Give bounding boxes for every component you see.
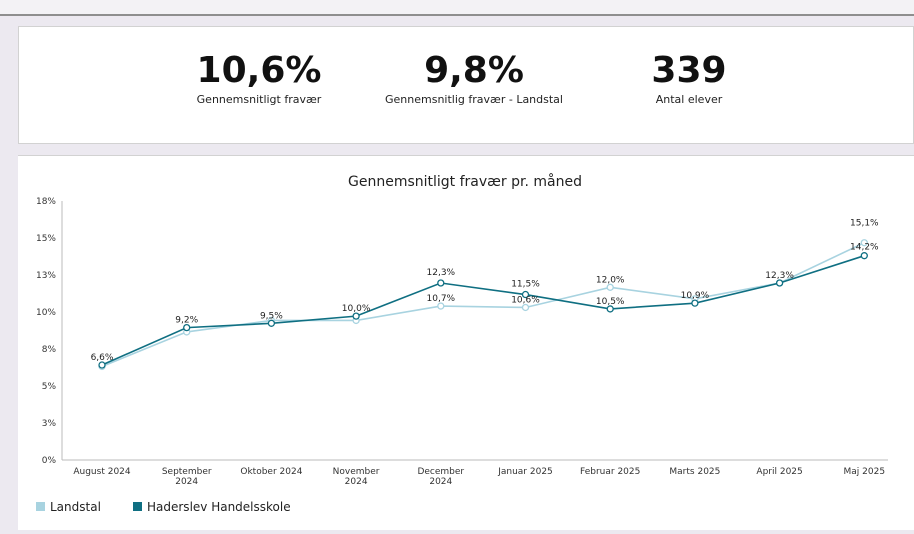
data-point xyxy=(606,283,614,291)
x-tick-label: Maj 2025 xyxy=(844,467,886,477)
y-tick-label: 3% xyxy=(42,419,57,429)
data-label: 12,3% xyxy=(765,271,794,281)
kpi-label: Gennemsnitlig fravær - Landstal xyxy=(385,93,563,106)
data-label: 9,2% xyxy=(175,316,198,326)
series-line-haderslev xyxy=(101,254,865,366)
data-label: 9,5% xyxy=(260,311,283,321)
kpi-value: 10,6% xyxy=(196,50,322,91)
kpi-card: 10,6% Gennemsnitligt fravær 9,8% Gennems… xyxy=(18,26,914,144)
series-line-landstal xyxy=(101,242,865,368)
data-point xyxy=(521,303,530,312)
data-point xyxy=(183,323,191,332)
data-label: 6,6% xyxy=(91,353,114,363)
data-label: 12,3% xyxy=(427,268,456,278)
data-label: 10,6% xyxy=(511,295,540,305)
kpi-value: 9,8% xyxy=(424,50,524,91)
chart-card: Gennemsnitligt fravær pr. måned 0% 3% 5% 8%… xyxy=(18,155,914,530)
x-tick-label: September 2024 xyxy=(162,467,212,487)
legend-swatch xyxy=(36,502,45,511)
y-tick-label: 10% xyxy=(36,308,56,318)
x-tick-label: Oktober 2024 xyxy=(240,467,302,477)
data-label: 10,9% xyxy=(681,291,710,301)
kpi-student-count: 339 Antal elever xyxy=(619,50,759,107)
x-tick-label: December 2024 xyxy=(417,467,464,487)
legend-label: Landstal xyxy=(50,500,101,514)
data-point xyxy=(267,319,276,327)
kpi-national-absence: 9,8% Gennemsnitlig fravær - Landstal xyxy=(369,50,579,107)
kpi-value: 339 xyxy=(651,50,727,91)
kpi-average-absence: 10,6% Gennemsnitligt fravær xyxy=(159,50,359,107)
data-label: 10,0% xyxy=(342,304,371,314)
chart-title: Gennemsnitligt fravær pr. måned xyxy=(348,173,582,190)
x-tick-label: Februar 2025 xyxy=(580,467,640,477)
data-label: 12,0% xyxy=(596,275,625,285)
data-point xyxy=(352,312,360,320)
data-point xyxy=(775,279,784,287)
y-tick-label: 0% xyxy=(42,456,57,466)
data-point xyxy=(521,290,530,299)
kpi-label: Gennemsnitligt fravær xyxy=(196,93,322,106)
top-bar xyxy=(0,0,914,16)
legend-swatch xyxy=(133,502,142,511)
y-tick-label: 8% xyxy=(42,345,57,355)
kpi-label: Antal elever xyxy=(655,93,723,106)
data-point xyxy=(98,361,106,369)
data-label: 10,5% xyxy=(596,297,625,307)
y-tick-label: 15% xyxy=(36,234,56,244)
y-tick-label: 13% xyxy=(36,271,56,281)
y-tick-label: 18% xyxy=(36,197,56,207)
data-point xyxy=(860,239,868,247)
data-label: 11,5% xyxy=(511,280,540,290)
x-tick-label: Januar 2025 xyxy=(497,467,553,477)
y-tick-label: 5% xyxy=(42,382,57,392)
data-point xyxy=(606,305,614,313)
data-point xyxy=(691,299,699,307)
data-point xyxy=(860,252,868,260)
x-tick-label: August 2024 xyxy=(73,467,131,477)
data-point xyxy=(437,302,445,310)
data-label: 15,1% xyxy=(850,219,879,229)
absence-line-chart: Gennemsnitligt fravær pr. måned 0% 3% 5% 8%… xyxy=(36,173,888,514)
data-point xyxy=(437,279,445,287)
x-tick-label: November 2024 xyxy=(333,467,380,487)
x-tick-label: Marts 2025 xyxy=(669,467,720,477)
data-label: 10,7% xyxy=(427,294,456,304)
legend-label: Haderslev Handelsskole xyxy=(147,500,291,514)
x-tick-label: April 2025 xyxy=(756,467,802,477)
data-label: 14,2% xyxy=(850,243,879,253)
